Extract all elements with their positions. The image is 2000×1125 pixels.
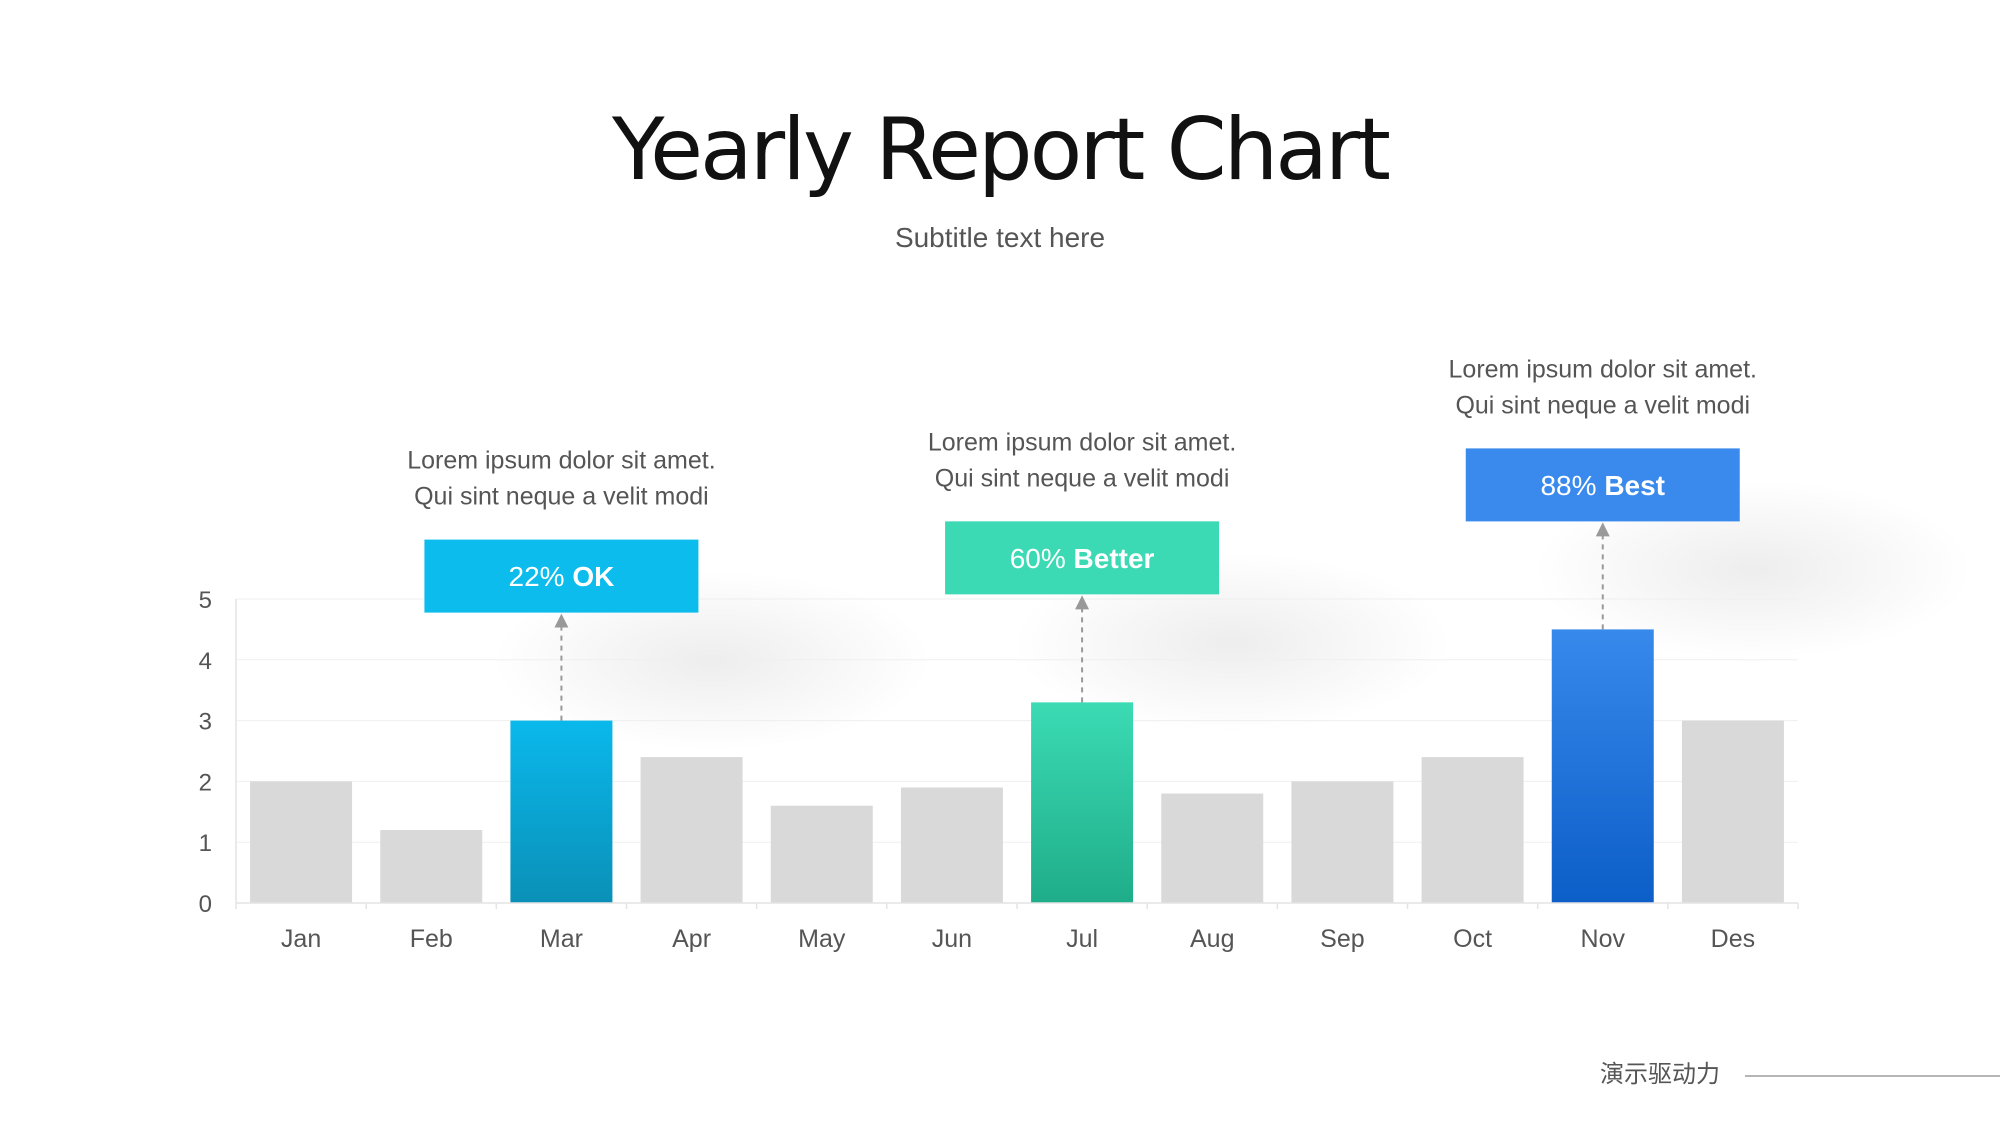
x-tick-label: Jul bbox=[1066, 925, 1098, 953]
annotation-shadow bbox=[1532, 479, 1973, 660]
bars bbox=[250, 629, 1784, 903]
annotation-desc-line2: Qui sint neque a velit modi bbox=[1455, 391, 1750, 419]
y-tick-label: 1 bbox=[199, 830, 212, 857]
bar-oct bbox=[1421, 757, 1524, 903]
page-title: Yearly Report Chart bbox=[612, 100, 1391, 200]
annotation-desc-line1: Lorem ipsum dolor sit amet. bbox=[1449, 355, 1757, 383]
annotation-desc-line2: Qui sint neque a velit modi bbox=[935, 464, 1230, 492]
y-tick-label: 5 bbox=[199, 587, 212, 614]
y-tick-label: 0 bbox=[199, 891, 212, 918]
annotation-desc-line2: Qui sint neque a velit modi bbox=[414, 483, 709, 511]
annotation-label: 88% Best bbox=[1540, 470, 1665, 501]
page-subtitle: Subtitle text here bbox=[894, 222, 1106, 253]
footer-brand-text: 演示驱动力 bbox=[1600, 1060, 1720, 1088]
x-tick-label: Jan bbox=[281, 925, 321, 953]
bar-mar bbox=[510, 720, 613, 903]
annotation-desc-line1: Lorem ipsum dolor sit amet. bbox=[928, 428, 1236, 456]
footer-divider bbox=[1745, 1075, 2000, 1077]
bar-jul bbox=[1031, 702, 1134, 903]
bar-jan bbox=[250, 781, 353, 903]
bar-nov bbox=[1551, 629, 1654, 903]
x-tick-label: Aug bbox=[1190, 925, 1234, 953]
bar-aug bbox=[1161, 793, 1264, 903]
bar-may bbox=[770, 805, 873, 903]
y-tick-label: 3 bbox=[199, 709, 212, 736]
axes: 0 1 2 3 4 5 Jan Feb Mar Apr May Jun Jul Aug Sep Oct Nov D… bbox=[199, 587, 1799, 953]
annotation-percent: 60% bbox=[1010, 543, 1074, 574]
y-tick-label: 2 bbox=[199, 769, 212, 796]
annotation-percent: 88% bbox=[1540, 470, 1604, 501]
x-tick-label: Nov bbox=[1581, 925, 1626, 953]
x-tick-label: Feb bbox=[410, 925, 453, 953]
x-tick-label: Apr bbox=[672, 925, 711, 953]
x-tick-label: Oct bbox=[1453, 925, 1492, 953]
x-tick-label: Sep bbox=[1320, 925, 1364, 953]
annotation-rating: Better bbox=[1074, 543, 1155, 574]
annotation-box-better bbox=[945, 521, 1220, 595]
x-tick-label: Des bbox=[1711, 925, 1755, 953]
annotation-shadow bbox=[491, 570, 932, 751]
annotation-desc-line1: Lorem ipsum dolor sit amet. bbox=[407, 447, 715, 475]
y-tick-label: 4 bbox=[199, 648, 212, 675]
grid-lines bbox=[236, 598, 1798, 843]
bar-apr bbox=[640, 757, 743, 903]
annotation-percent: 22% bbox=[509, 561, 573, 592]
annotation-label: 60% Better bbox=[1010, 543, 1155, 574]
bar-sep bbox=[1291, 781, 1394, 903]
bar-des bbox=[1681, 720, 1784, 903]
x-tick-label: May bbox=[798, 925, 846, 953]
bar-feb bbox=[380, 830, 483, 903]
annotation-box-best bbox=[1465, 448, 1740, 522]
annotation-rating: Best bbox=[1604, 470, 1665, 501]
annotation-label: 22% OK bbox=[509, 561, 615, 592]
bar-jun bbox=[900, 787, 1003, 903]
x-tick-label: Mar bbox=[540, 925, 583, 953]
annotation-rating: OK bbox=[572, 561, 614, 592]
annotations: 22% OK Lorem ipsum dolor sit amet. Qui sin… bbox=[407, 355, 1757, 721]
annotation-box-ok bbox=[424, 539, 699, 613]
annotation-shadow bbox=[1012, 552, 1453, 733]
x-tick-label: Jun bbox=[932, 925, 972, 953]
